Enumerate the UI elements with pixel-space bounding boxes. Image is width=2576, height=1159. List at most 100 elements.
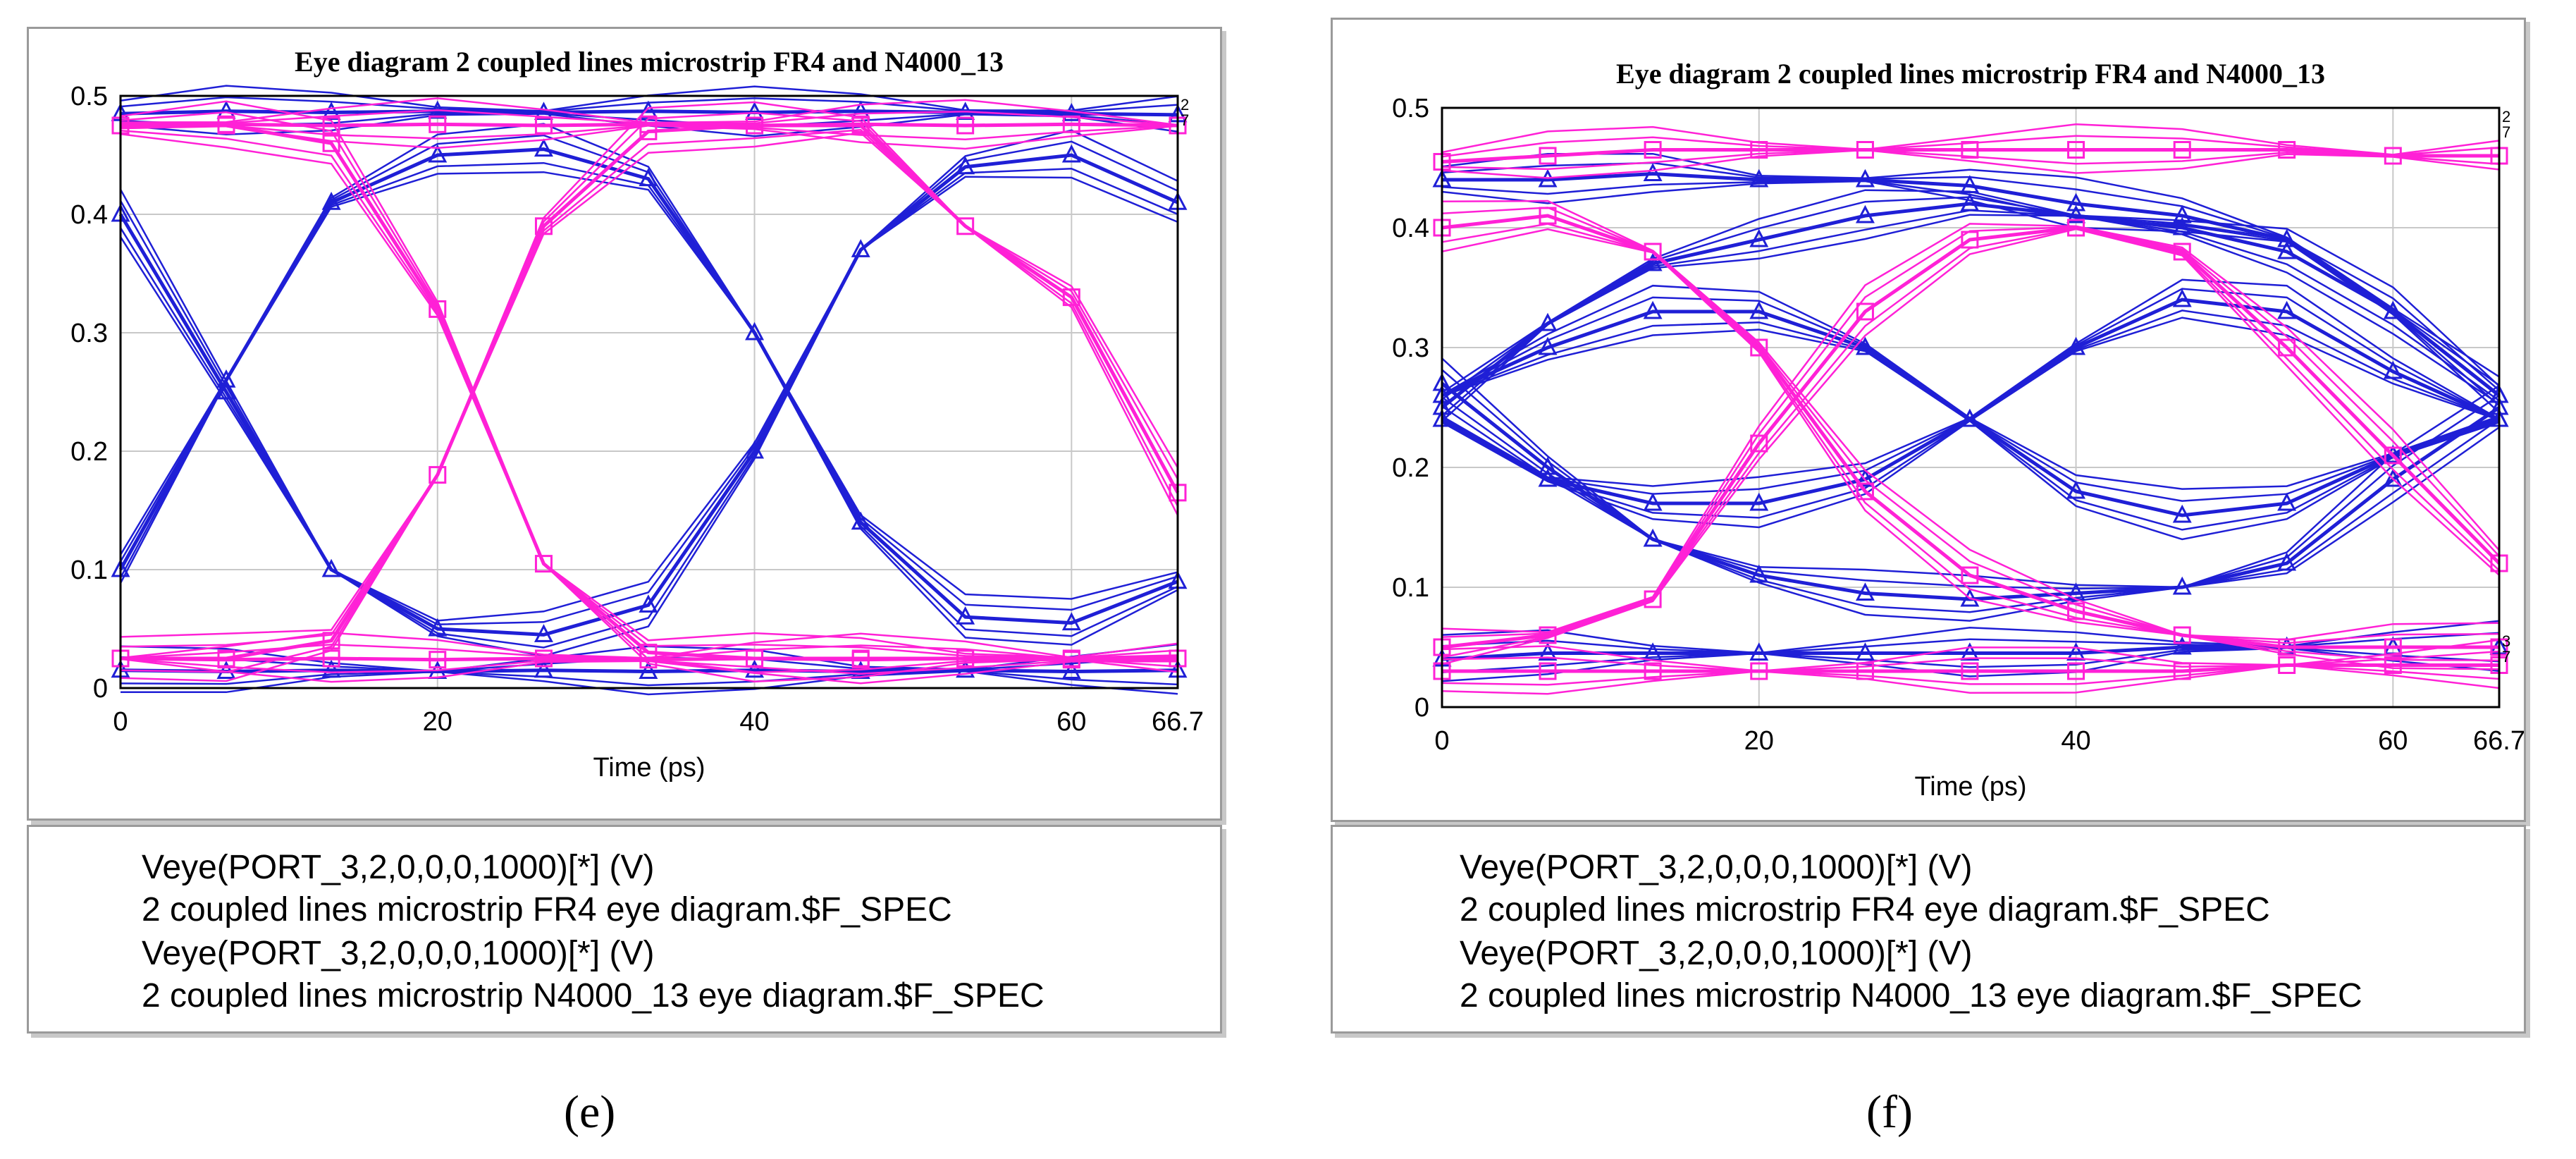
series-line-3 xyxy=(119,134,1178,611)
data-point-triangle xyxy=(2383,360,2403,379)
series-line-5 xyxy=(1441,329,2500,541)
series-line-6 xyxy=(120,100,1178,658)
series-line-2 xyxy=(1441,357,2500,589)
legend-entry-fr4: Veye(PORT_3,2,0,0,0,1000)[*] (V) 2 coupl… xyxy=(1460,847,2270,931)
data-point-square xyxy=(2384,656,2402,674)
data-point-triangle xyxy=(745,102,765,121)
data-point-triangle xyxy=(1749,564,1769,583)
series-line-2 xyxy=(1441,405,2500,622)
data-point-triangle xyxy=(1855,336,1875,355)
data-point-square xyxy=(429,300,447,318)
data-point-triangle xyxy=(1538,456,1558,475)
data-point-square xyxy=(1539,147,1557,165)
legend-entry-n4000: Veye(PORT_3,2,0,0,0,1000)[*] (V) 2 coupl… xyxy=(1460,933,2362,1017)
data-point-square xyxy=(1750,662,1768,680)
data-point-square xyxy=(2067,141,2085,159)
series-line-6 xyxy=(120,133,1178,682)
y-tick-label: 0.3 xyxy=(70,319,108,348)
series-line-9 xyxy=(1441,226,2501,649)
series-line-3 xyxy=(119,161,1178,637)
series-line-7 xyxy=(1441,650,2500,673)
data-point-square xyxy=(2173,626,2191,644)
data-point-triangle xyxy=(1061,144,1081,163)
data-point-triangle xyxy=(2383,444,2403,463)
x-tick-label: 20 xyxy=(1744,726,1774,756)
data-point-triangle xyxy=(1749,228,1769,247)
data-point-triangle xyxy=(2172,204,2192,223)
series-line-9 xyxy=(1441,223,2500,633)
data-point-square xyxy=(2384,446,2402,465)
series-line-7 xyxy=(1441,664,2500,695)
data-point-triangle xyxy=(1855,204,1875,223)
data-point-square xyxy=(639,122,658,140)
series-line-5 xyxy=(1441,284,2500,490)
data-point-square xyxy=(1644,141,1662,159)
data-point-square xyxy=(2173,243,2191,261)
data-point-triangle xyxy=(2066,192,2086,211)
axes-frame xyxy=(1441,106,2501,709)
series-line-7 xyxy=(120,101,1179,638)
data-point-triangle xyxy=(2172,636,2192,655)
data-point-square xyxy=(1644,590,1662,608)
data-point-square xyxy=(217,116,235,135)
data-point-triangle xyxy=(1538,468,1558,487)
data-point-triangle xyxy=(2172,288,2192,307)
data-point-triangle xyxy=(1643,163,1663,181)
data-point-triangle xyxy=(1643,528,1663,547)
edge-label: 7 xyxy=(1181,111,1189,129)
data-point-square xyxy=(1856,482,1874,501)
series-line-3 xyxy=(1441,189,2500,393)
data-point-triangle xyxy=(2172,216,2192,235)
x-tick-label: 40 xyxy=(2061,726,2090,756)
data-point-square xyxy=(2067,662,2085,680)
edge-label: 7 xyxy=(2502,648,2510,666)
y-tick-label: 0.4 xyxy=(70,200,108,230)
series-line-8 xyxy=(1441,200,2500,641)
data-point-square xyxy=(1062,649,1080,668)
series-line-3 xyxy=(1441,214,2500,422)
series-line-8 xyxy=(1441,214,2499,649)
x-tick-label: 40 xyxy=(739,707,769,737)
series-line-6 xyxy=(1441,148,2499,164)
data-point-square xyxy=(2384,147,2402,165)
eye-diagram-chart-e: Eye diagram 2 coupled lines microstrip F… xyxy=(70,46,1204,783)
data-point-triangle xyxy=(2172,576,2192,595)
plot-area-frame: Eye diagram 2 coupled lines microstrip F… xyxy=(1331,18,2526,822)
series-line-2 xyxy=(118,153,1179,637)
data-point-square xyxy=(1961,141,1979,159)
caption-e: (e) xyxy=(564,1086,616,1138)
data-point-square xyxy=(1750,338,1768,357)
series-line-7 xyxy=(1442,663,2499,673)
series-line-8 xyxy=(1441,207,2500,644)
data-point-square xyxy=(217,649,235,668)
data-point-triangle xyxy=(2277,492,2297,511)
data-point-triangle xyxy=(216,381,236,400)
series-line-3 xyxy=(118,147,1178,625)
data-point-triangle xyxy=(1643,492,1663,511)
data-point-square xyxy=(1539,662,1557,680)
data-point-triangle xyxy=(428,618,448,637)
data-point-triangle xyxy=(1960,192,1980,211)
data-point-square xyxy=(429,466,447,484)
series-line-3 xyxy=(1441,202,2501,409)
data-point-square xyxy=(1961,566,1979,584)
legend-box: Veye(PORT_3,2,0,0,0,1000)[*] (V) 2 coupl… xyxy=(27,825,1222,1034)
data-point-square xyxy=(1856,141,1874,159)
data-point-square xyxy=(956,116,975,135)
data-point-square xyxy=(1750,434,1768,453)
data-point-triangle xyxy=(1061,661,1081,679)
x-tick-label: 66.7 xyxy=(2473,726,2524,756)
data-point-square xyxy=(746,116,764,135)
data-point-triangle xyxy=(639,100,658,119)
data-point-triangle xyxy=(639,168,658,187)
data-point-square xyxy=(1644,243,1662,261)
data-point-triangle xyxy=(1538,312,1558,331)
data-point-square xyxy=(2278,638,2296,656)
data-point-triangle xyxy=(534,659,553,678)
data-point-square xyxy=(1961,231,1979,249)
series-line-7 xyxy=(121,123,1180,661)
y-tick-label: 0.1 xyxy=(70,556,108,585)
data-point-square xyxy=(534,649,553,668)
data-point-triangle xyxy=(2066,204,2086,223)
series-line-6 xyxy=(120,111,1178,659)
